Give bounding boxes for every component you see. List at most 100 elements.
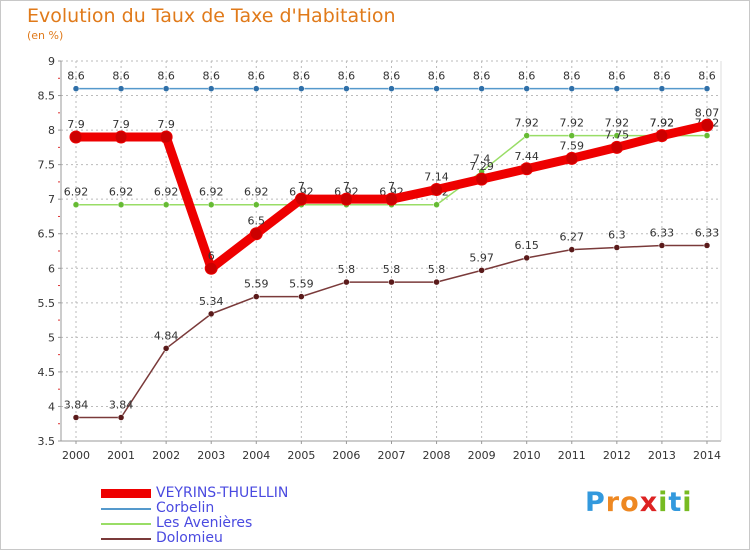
data-label: 7.92 xyxy=(650,117,675,130)
legend-label-corbelin: Corbelin xyxy=(156,500,215,516)
logo-letter: o xyxy=(620,487,640,518)
data-label: 8.6 xyxy=(473,70,491,83)
data-label: 7.92 xyxy=(560,117,585,130)
y-tick-label: 4.5 xyxy=(38,366,56,379)
data-label: 4.84 xyxy=(154,329,179,342)
data-label: 5.97 xyxy=(469,251,494,264)
data-point xyxy=(478,267,485,274)
x-tick-label: 2006 xyxy=(332,449,360,462)
data-point xyxy=(703,242,711,249)
data-point xyxy=(72,201,80,208)
data-label: 5.8 xyxy=(428,263,446,276)
x-tick-label: 2014 xyxy=(693,449,721,462)
x-tick-label: 2003 xyxy=(197,449,225,462)
proxiti-logo: Proxiti xyxy=(585,487,693,518)
data-point xyxy=(384,192,398,206)
legend-item-avenieres: Les Avenières xyxy=(101,516,288,531)
y-tick-label: 9 xyxy=(48,55,55,68)
data-label: 7.92 xyxy=(650,117,675,130)
legend-swatch-veyrins xyxy=(101,489,151,498)
legend-swatch-avenieres xyxy=(101,522,151,525)
data-point xyxy=(114,130,128,144)
data-label: 6.92 xyxy=(199,186,224,199)
data-label: 8.07 xyxy=(695,106,720,119)
data-point xyxy=(162,85,170,92)
data-point xyxy=(343,278,350,286)
data-point xyxy=(700,118,714,132)
y-tick-label: 5.5 xyxy=(38,297,56,310)
logo-letter: t xyxy=(668,487,683,518)
y-tick-label: 7 xyxy=(48,193,55,206)
logo-letter: i xyxy=(658,487,669,518)
data-label: 7.14 xyxy=(424,171,449,184)
data-point xyxy=(339,192,353,206)
x-tick-label: 2000 xyxy=(62,449,90,462)
data-point xyxy=(658,85,666,92)
x-tick-label: 2002 xyxy=(152,449,180,462)
data-label: 7.9 xyxy=(67,118,85,131)
data-label: 7.9 xyxy=(112,118,130,131)
data-point xyxy=(204,261,218,275)
data-point xyxy=(117,85,125,92)
data-point xyxy=(117,414,125,421)
data-label: 6.92 xyxy=(154,186,179,199)
data-point xyxy=(207,85,215,92)
data-point xyxy=(69,130,83,144)
data-point xyxy=(703,85,711,92)
logo-letter: i xyxy=(682,487,693,518)
data-point xyxy=(610,140,624,154)
data-label: 7 xyxy=(388,180,395,193)
data-label: 8.6 xyxy=(698,70,716,83)
x-tick-label: 2011 xyxy=(558,449,586,462)
data-point xyxy=(433,85,440,92)
data-point xyxy=(433,201,440,208)
x-tick-label: 2004 xyxy=(242,449,270,462)
data-point xyxy=(388,278,395,286)
data-label: 7.44 xyxy=(514,150,539,163)
data-label: 6.5 xyxy=(248,215,266,228)
data-label: 5.8 xyxy=(338,263,356,276)
data-label: 8.6 xyxy=(112,70,130,83)
data-label: 6.92 xyxy=(244,186,269,199)
data-point xyxy=(298,85,305,92)
data-label: 7 xyxy=(298,180,305,193)
data-point xyxy=(294,192,308,206)
data-label: 7.92 xyxy=(605,117,630,130)
data-point xyxy=(703,132,711,139)
x-tick-label: 2008 xyxy=(423,449,451,462)
data-point xyxy=(343,85,350,92)
legend-label-veyrins: VEYRINS-THUELLIN xyxy=(156,485,289,501)
data-point xyxy=(253,85,260,92)
data-label: 6.3 xyxy=(608,229,626,242)
data-label: 7.4 xyxy=(473,153,491,166)
data-label: 8.6 xyxy=(202,70,220,83)
data-label: 8.6 xyxy=(383,70,401,83)
data-label: 7 xyxy=(343,180,350,193)
data-point xyxy=(72,414,80,421)
data-point xyxy=(658,242,666,249)
data-label: 7.9 xyxy=(157,118,175,131)
data-label: 8.6 xyxy=(338,70,356,83)
legend-label-avenieres: Les Avenières xyxy=(156,515,253,531)
x-tick-label: 2007 xyxy=(377,449,405,462)
data-point xyxy=(72,85,80,92)
data-point xyxy=(117,201,125,208)
data-label: 8.6 xyxy=(248,70,266,83)
data-label: 6 xyxy=(208,249,215,262)
data-point xyxy=(207,201,215,208)
y-tick-label: 6.5 xyxy=(38,228,56,241)
data-point xyxy=(159,130,173,144)
data-point xyxy=(613,85,621,92)
x-tick-label: 2012 xyxy=(603,449,631,462)
x-tick-label: 2001 xyxy=(107,449,135,462)
legend-swatch-dolomieu xyxy=(101,537,151,540)
data-label: 7.59 xyxy=(560,139,585,152)
data-label: 8.6 xyxy=(518,70,536,83)
data-point xyxy=(523,132,530,139)
data-label: 6.27 xyxy=(560,231,585,244)
legend-swatch-corbelin xyxy=(101,507,151,510)
chart-subtitle: (en %) xyxy=(27,29,64,42)
data-label: 6.33 xyxy=(695,226,720,239)
data-label: 3.84 xyxy=(109,399,134,412)
y-tick-label: 3.5 xyxy=(38,435,56,448)
